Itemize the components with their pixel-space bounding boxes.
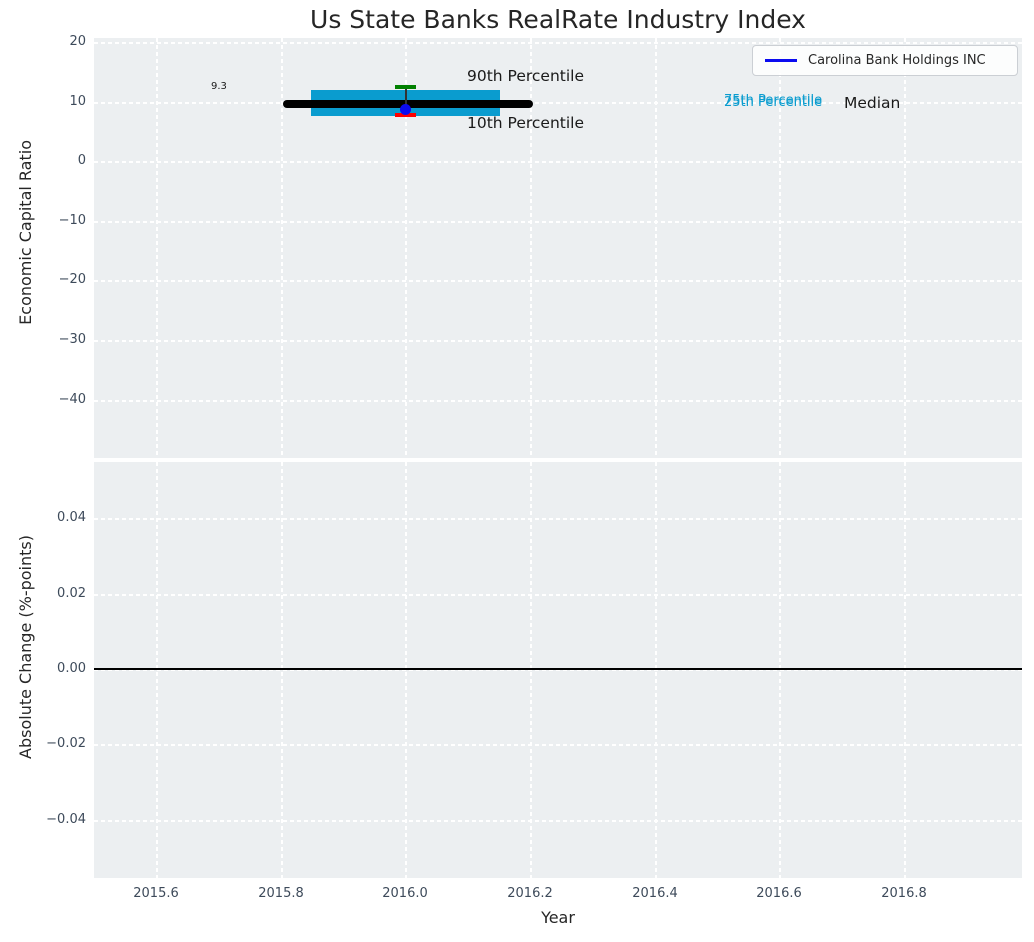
gridline-horizontal	[94, 221, 1022, 223]
x-tick-label: 2015.8	[258, 886, 304, 901]
annotation-median: Median	[844, 94, 901, 112]
gridline-vertical	[281, 38, 283, 458]
annotation-75th-percentile: 75th Percentile	[724, 93, 823, 108]
y-tick-label: −20	[58, 272, 86, 287]
y-tick-label: 0.04	[57, 510, 86, 525]
gridline-vertical	[779, 38, 781, 458]
chart-title: Us State Banks RealRate Industry Index	[310, 5, 806, 34]
y-tick-label: 0.00	[57, 661, 86, 676]
annotation-median-value: 9.3	[211, 81, 227, 92]
gridline-vertical	[156, 38, 158, 458]
x-tick-label: 2015.6	[133, 886, 179, 901]
y-tick-label: 0	[77, 153, 86, 168]
gridline-vertical	[655, 38, 657, 458]
legend: Carolina Bank Holdings INC	[752, 45, 1018, 76]
gridline-horizontal	[94, 744, 1022, 746]
x-tick-label: 2016.6	[756, 886, 802, 901]
gridline-horizontal	[94, 280, 1022, 282]
top-plot-area: 9.3 90th Percentile 10th Percentile 75th…	[94, 38, 1022, 458]
y-axis-label-bottom: Absolute Change (%-points)	[16, 535, 35, 759]
y-tick-label: −10	[58, 213, 86, 228]
x-tick-label: 2016.0	[382, 886, 428, 901]
x-tick-label: 2016.8	[881, 886, 927, 901]
y-tick-label: −0.02	[46, 736, 86, 751]
legend-line-sample	[765, 59, 797, 62]
gridline-horizontal	[94, 400, 1022, 402]
y-tick-label: 20	[69, 34, 86, 49]
bottom-plot-area	[94, 462, 1022, 878]
x-tick-label: 2016.2	[507, 886, 553, 901]
x-tick-label: 2016.4	[632, 886, 678, 901]
company-data-point	[400, 104, 411, 115]
y-tick-label: −30	[58, 332, 86, 347]
gridline-vertical	[405, 38, 407, 458]
annotation-25th-percentile: 25th Percentile	[724, 95, 823, 110]
gridline-horizontal	[94, 161, 1022, 163]
annotation-10th-percentile: 10th Percentile	[467, 114, 585, 132]
annotation-90th-percentile: 90th Percentile	[467, 67, 585, 85]
gridline-horizontal	[94, 518, 1022, 520]
y-tick-label: −40	[58, 392, 86, 407]
gridline-vertical	[904, 38, 906, 458]
y-axis-label-top: Economic Capital Ratio	[16, 140, 35, 325]
y-tick-label: 0.02	[57, 586, 86, 601]
y-tick-label: 10	[69, 94, 86, 109]
gridline-horizontal	[94, 102, 1022, 104]
gridline-horizontal	[94, 820, 1022, 822]
x-axis-label: Year	[541, 908, 575, 927]
gridline-horizontal	[94, 42, 1022, 44]
percentile-whisker-line	[405, 87, 407, 111]
percentile-90-cap	[395, 85, 416, 89]
zero-change-line	[94, 668, 1022, 671]
gridline-vertical	[530, 38, 532, 458]
gridline-horizontal	[94, 340, 1022, 342]
y-tick-label: −0.04	[46, 812, 86, 827]
gridline-horizontal	[94, 594, 1022, 596]
legend-label: Carolina Bank Holdings INC	[808, 53, 986, 68]
